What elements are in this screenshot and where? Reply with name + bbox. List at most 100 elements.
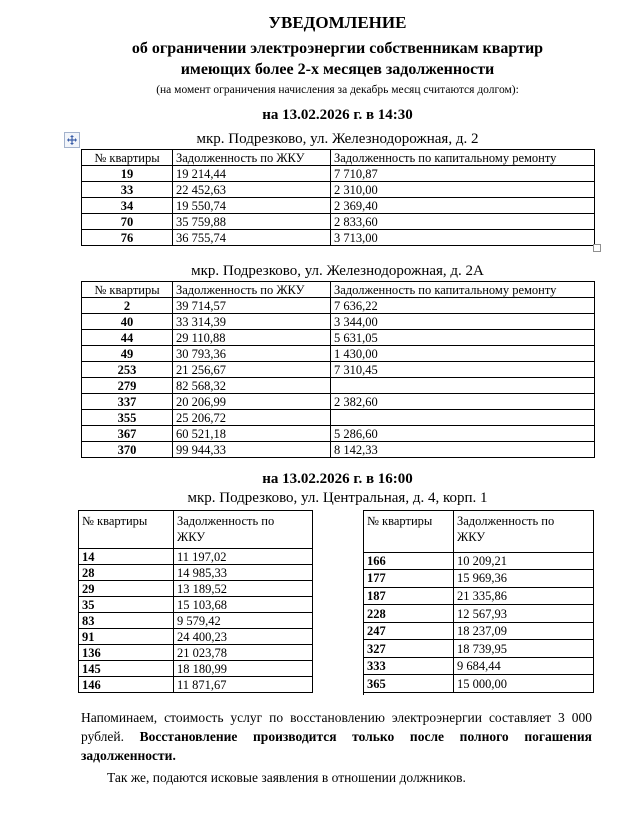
debt-amount-cell: 21 023,78 (173, 644, 313, 661)
apartment-number-cell: 76 (81, 229, 173, 246)
debt-amount-cell: 18 237,09 (453, 621, 594, 641)
table-row: 2 39 714,57 7 636,22 (81, 297, 595, 314)
debt-amount-cell: 15 103,68 (173, 596, 313, 613)
debt-amount-cell: 82 568,32 (172, 377, 331, 394)
apartment-number-cell: 253 (81, 361, 173, 378)
debt-amount-cell: 11 871,67 (173, 676, 313, 693)
debt-amount-cell: 22 452,63 (172, 181, 331, 198)
debt-amount-cell: 3 344,00 (330, 313, 595, 330)
apartment-number-cell: 355 (81, 409, 173, 426)
debt-table-zheleznodorozhnaya-2: № квартиры Задолженность по ЖКУ Задолженно… (81, 149, 595, 246)
debt-amount-cell: 7 636,22 (330, 297, 595, 314)
table-row: 145 18 180,99 (78, 660, 313, 677)
table-header-row: № квартиры Задолженность по ЖКУ (363, 510, 594, 553)
debt-amount-cell: 2 310,00 (330, 181, 595, 198)
apartment-number-header: № квартиры (81, 149, 173, 166)
debt-amount-cell: 10 209,21 (453, 551, 594, 571)
table-row: 14 11 197,02 (78, 548, 313, 565)
debt-amount-cell: 2 382,60 (330, 393, 595, 410)
debt-amount-cell (330, 409, 595, 426)
debt-amount-cell: 21 335,86 (453, 586, 594, 606)
debt-amount-cell: 9 684,44 (453, 656, 594, 676)
table-row: 40 33 314,39 3 344,00 (81, 313, 595, 330)
table-row: 44 29 110,88 5 631,05 (81, 329, 595, 346)
apartment-number-cell: 327 (363, 639, 454, 658)
apartment-number-cell: 370 (81, 441, 173, 458)
apartment-number-cell: 177 (363, 569, 454, 588)
debt-amount-cell: 5 631,05 (330, 329, 595, 346)
debt-amount-cell: 18 180,99 (173, 660, 313, 677)
apartment-number-cell: 337 (81, 393, 173, 410)
apartment-number-cell: 28 (78, 564, 174, 581)
debt-amount-cell: 19 214,44 (172, 165, 331, 182)
apartment-number-cell: 35 (78, 596, 174, 613)
debt-amount-cell: 35 759,88 (172, 213, 331, 230)
debt-amount-cell: 3 713,00 (330, 229, 595, 246)
apartment-number-cell: 187 (363, 586, 454, 606)
table-row: 34 19 550,74 2 369,40 (81, 197, 595, 214)
debt-amount-cell (330, 377, 595, 394)
apartment-number-cell: 70 (81, 213, 173, 230)
table-move-handle-icon[interactable] (64, 132, 80, 148)
table-row: 367 60 521,18 5 286,60 (81, 425, 595, 442)
debt-amount-cell: 60 521,18 (172, 425, 331, 442)
table-row: 370 99 944,33 8 142,33 (81, 441, 595, 458)
table-row: 146 11 871,67 (78, 676, 313, 693)
table-header-row: № квартиры Задолженность по ЖКУ (78, 510, 313, 549)
debt-amount-cell: 2 833,60 (330, 213, 595, 230)
lawsuit-paragraph: Так же, подаются исковые заявления в отн… (107, 770, 466, 785)
apartment-number-cell: 29 (78, 580, 174, 597)
document-subtitle-line2: имеющих более 2-х месяцев задолженности (180, 61, 495, 78)
table-header-row: № квартиры Задолженность по ЖКУ Задолженно… (81, 281, 595, 298)
apartment-number-header: № квартиры (363, 510, 454, 553)
debt-amount-cell: 14 985,33 (173, 564, 313, 581)
debt-amount-cell: 7 710,87 (330, 165, 595, 182)
debt-column-header: Задолженность по капитальному ремонту (330, 149, 595, 166)
apartment-number-cell: 136 (78, 644, 174, 661)
debt-amount-cell: 33 314,39 (172, 313, 331, 330)
debt-amount-cell: 12 567,93 (453, 604, 594, 623)
table-resize-handle[interactable] (593, 244, 601, 252)
apartment-number-cell: 34 (81, 197, 173, 214)
debt-amount-cell: 18 739,95 (453, 639, 594, 658)
tables-gap (313, 509, 363, 693)
table-row: 35 15 103,68 (78, 596, 313, 613)
debt-column-header: Задолженность по ЖКУ (172, 281, 331, 298)
debt-amount-cell: 15 969,36 (453, 569, 594, 588)
apartment-number-cell: 367 (81, 425, 173, 442)
restoration-condition-bold-text: Восстановление производится только после… (81, 729, 592, 763)
debt-amount-cell: 25 206,72 (172, 409, 331, 426)
apartment-number-cell: 279 (81, 377, 173, 394)
table-row: 166 10 209,21 (363, 551, 594, 571)
debt-table-tsentralnaya-right: № квартиры Задолженность по ЖКУ 166 10 209,… (363, 510, 594, 693)
apartment-number-header: № квартиры (81, 281, 173, 298)
apartment-number-header: № квартиры (78, 510, 174, 549)
table-row: 247 18 237,09 (363, 621, 594, 641)
debt-amount-cell: 21 256,67 (172, 361, 331, 378)
apartment-number-cell: 145 (78, 660, 174, 677)
debt-amount-cell: 2 369,40 (330, 197, 595, 214)
apartment-number-cell: 166 (363, 551, 454, 571)
apartment-number-cell: 49 (81, 345, 173, 362)
debt-amount-cell: 1 430,00 (330, 345, 595, 362)
debt-amount-cell: 5 286,60 (330, 425, 595, 442)
debt-amount-cell: 24 400,23 (173, 628, 313, 645)
debt-amount-cell: 15 000,00 (453, 674, 594, 693)
apartment-number-cell: 228 (363, 604, 454, 623)
session2-datetime-heading: на 13.02.2026 г. в 16:00 (262, 471, 413, 487)
table-row: 253 21 256,67 7 310,45 (81, 361, 595, 378)
table-row: 33 22 452,63 2 310,00 (81, 181, 595, 198)
document-subtitle-line1: об ограничении электроэнергии собственни… (131, 40, 544, 57)
table-row: 83 9 579,42 (78, 612, 313, 629)
apartment-number-cell: 14 (78, 548, 174, 565)
table-row: 355 25 206,72 (81, 409, 595, 426)
table-row: 365 15 000,00 (363, 674, 594, 693)
table-row: 19 19 214,44 7 710,87 (81, 165, 595, 182)
debt-column-header: Задолженность по капитальному ремонту (330, 281, 595, 298)
debt-amount-cell: 19 550,74 (172, 197, 331, 214)
debt-amount-cell: 9 579,42 (173, 612, 313, 629)
restoration-cost-text: Напоминаем, стоимость услуг по восстанов… (81, 710, 592, 744)
side-by-side-tables: № квартиры Задолженность по ЖКУ 14 11 197,0… (78, 509, 594, 693)
address-zheleznodorozhnaya-2a: мкр. Подрезково, ул. Железнодорожная, д.… (191, 263, 484, 279)
document-title: УВЕДОМЛЕНИЕ (268, 13, 407, 32)
